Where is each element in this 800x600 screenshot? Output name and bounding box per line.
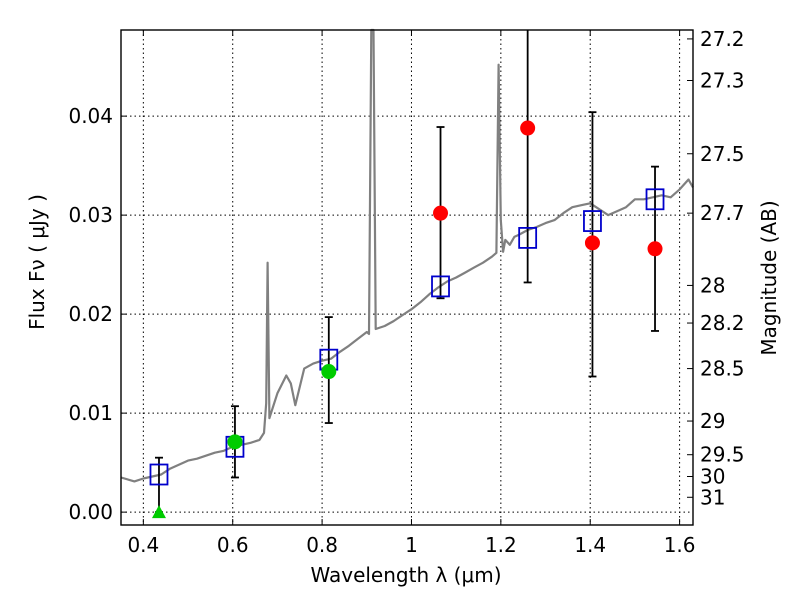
- data-layer: [120, 28, 694, 519]
- y2-axis-label: Magnitude (AB): [757, 200, 781, 355]
- model-square-marker: [431, 275, 450, 298]
- y-tick-label: 0.00: [68, 500, 113, 524]
- x-tick-label: 1.4: [574, 533, 606, 557]
- upper-limit-triangle-marker: [151, 505, 166, 519]
- y2-tick-label: 31: [700, 485, 725, 509]
- model-square-marker: [645, 188, 665, 211]
- y2-tick-label: 27.7: [700, 201, 745, 225]
- x-tick-label: 1: [405, 533, 418, 557]
- x-tick-label: 1.2: [485, 533, 517, 557]
- x-tick-label: 0.8: [306, 533, 338, 557]
- tick-layer: 0.4 0.6 0.8 1 1.2 1.4 1.6 0.00 0.01 0.02 0.03 0.04 2…: [68, 27, 744, 557]
- y-tick-label: 0.03: [68, 203, 113, 227]
- grid-layer: [121, 30, 693, 525]
- y2-tick-label: 27.3: [700, 68, 745, 92]
- y-tick-label: 0.04: [68, 104, 113, 128]
- photometry-circle-marker: [433, 205, 449, 221]
- x-tick-label: 0.6: [217, 533, 249, 557]
- y2-tick-label: 29.5: [700, 443, 745, 467]
- y-tick-label: 0.02: [68, 302, 113, 326]
- y2-tick-label: 29: [700, 409, 725, 433]
- model-square-marker: [518, 226, 538, 249]
- model-square-marker: [583, 210, 602, 232]
- model-square-marker: [149, 463, 169, 486]
- photometry-circle-marker: [321, 364, 337, 380]
- x-tick-label: 0.4: [127, 533, 159, 557]
- photometry-circle-marker: [647, 241, 663, 257]
- x-tick-label: 1.6: [664, 533, 696, 557]
- y2-tick-label: 27.5: [700, 142, 745, 166]
- y2-tick-label: 28.5: [700, 357, 745, 381]
- photometry-circle-marker: [227, 434, 243, 450]
- y2-tick-label: 28.2: [700, 311, 745, 335]
- y2-tick-label: 27.2: [700, 27, 745, 51]
- x-axis-label: Wavelength λ (μm): [310, 563, 501, 587]
- spectrum-line: [120, 28, 694, 483]
- photometry-circle-marker: [584, 235, 600, 251]
- y2-tick-label: 28: [700, 273, 725, 297]
- y-tick-label: 0.01: [68, 401, 113, 425]
- y-axis-label: Flux Fν ( μJy ): [25, 194, 49, 330]
- y2-tick-label: 30: [700, 464, 725, 488]
- plot-frame: [120, 29, 694, 526]
- photometry-circle-marker: [520, 120, 536, 136]
